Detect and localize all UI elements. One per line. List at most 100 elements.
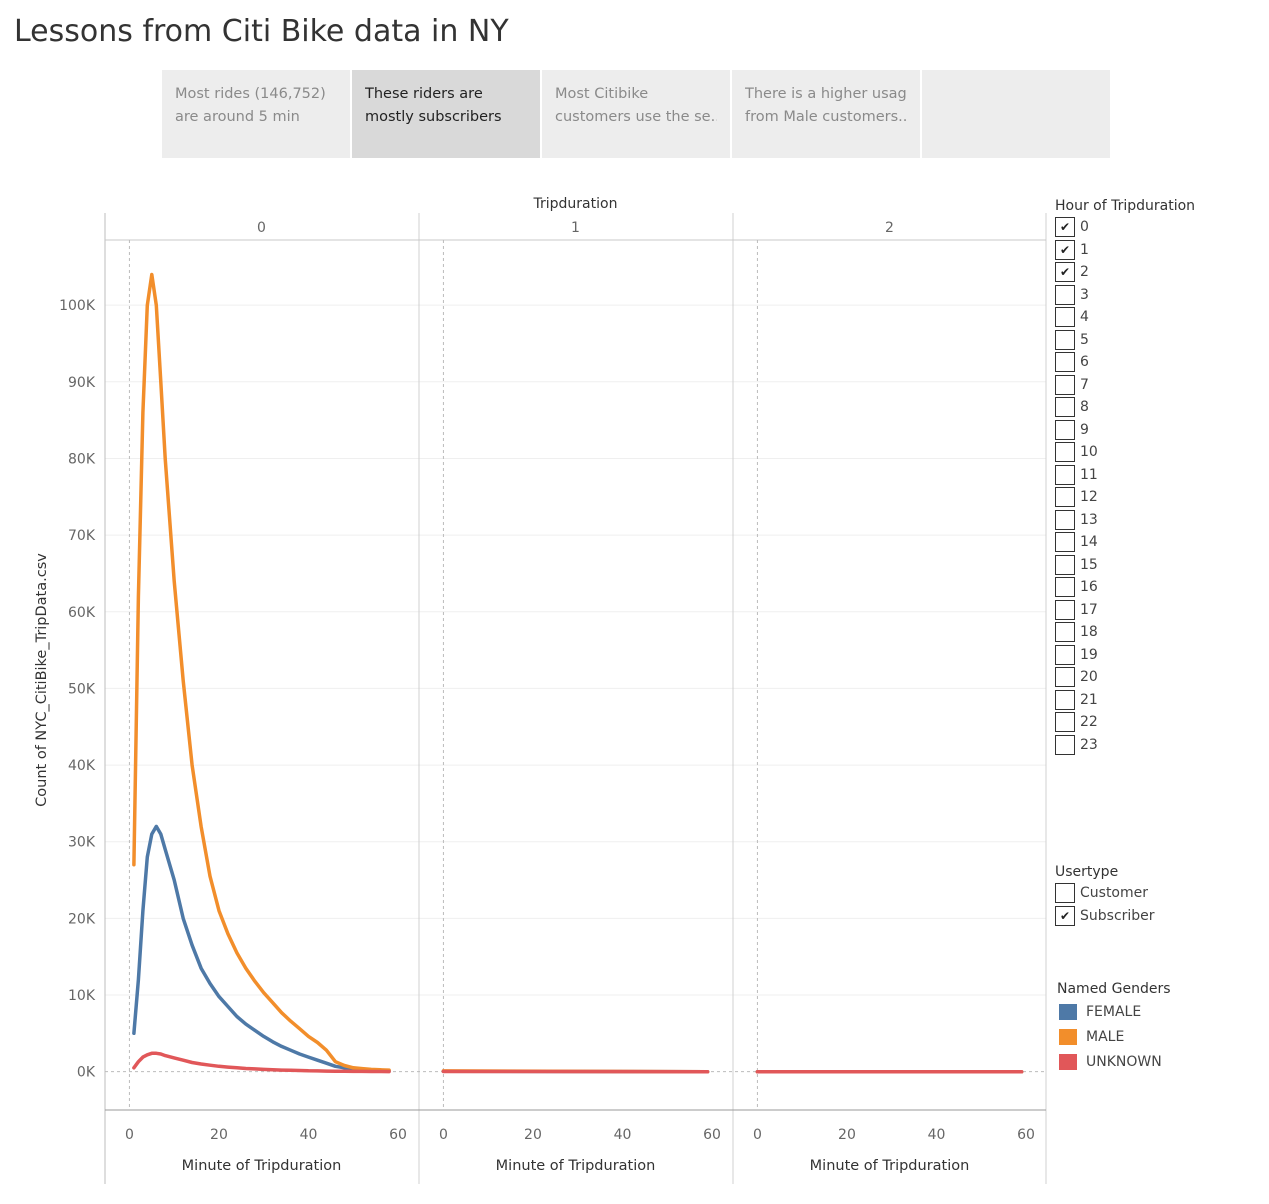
hour-option[interactable]: 9 bbox=[1055, 419, 1195, 442]
hour-option[interactable]: 22 bbox=[1055, 711, 1195, 734]
panel-header: 0 bbox=[257, 220, 266, 236]
hour-label: 0 bbox=[1080, 219, 1089, 236]
story-point-line2: customers use the se.. bbox=[555, 109, 717, 125]
story-point-line2: from Male customers.. bbox=[745, 109, 907, 125]
hour-checkbox[interactable]: ✔ bbox=[1055, 217, 1075, 238]
y-tick-label: 10K bbox=[68, 988, 96, 1004]
usertype-option[interactable]: Customer bbox=[1055, 882, 1155, 905]
hour-option[interactable]: 7 bbox=[1055, 374, 1195, 397]
story-point-5[interactable] bbox=[922, 70, 1110, 158]
hour-checkbox[interactable] bbox=[1055, 622, 1075, 643]
hour-label: 16 bbox=[1080, 579, 1098, 596]
hour-label: 11 bbox=[1080, 466, 1098, 483]
legend-label: UNKNOWN bbox=[1086, 1053, 1162, 1070]
hour-label: 10 bbox=[1080, 444, 1098, 461]
hour-checkbox[interactable] bbox=[1055, 532, 1075, 553]
check-icon: ✔ bbox=[1059, 908, 1071, 923]
y-tick-label: 70K bbox=[68, 528, 96, 544]
x-tick-label: 40 bbox=[614, 1127, 632, 1143]
legend-item-unknown[interactable]: UNKNOWN bbox=[1057, 1049, 1171, 1074]
story-point-2[interactable]: These riders are mostly subscribers bbox=[352, 70, 540, 158]
x-axis-label: Minute of Tripduration bbox=[182, 1158, 342, 1174]
hour-label: 18 bbox=[1080, 624, 1098, 641]
hour-checkbox[interactable] bbox=[1055, 284, 1075, 305]
hour-checkbox[interactable] bbox=[1055, 577, 1075, 598]
hour-option[interactable]: 6 bbox=[1055, 351, 1195, 374]
y-tick-label: 30K bbox=[68, 835, 96, 851]
hour-checkbox[interactable] bbox=[1055, 712, 1075, 733]
gender-legend-title: Named Genders bbox=[1057, 981, 1171, 997]
hour-option[interactable]: 15 bbox=[1055, 554, 1195, 577]
gender-legend: Named Genders FEMALE MALE UNKNOWN bbox=[1057, 981, 1171, 1074]
hour-option[interactable]: 8 bbox=[1055, 396, 1195, 419]
hour-option[interactable]: ✔ 2 bbox=[1055, 261, 1195, 284]
hour-option[interactable]: 10 bbox=[1055, 441, 1195, 464]
panel-header: 1 bbox=[571, 220, 580, 236]
hour-checkbox[interactable] bbox=[1055, 487, 1075, 508]
hour-option[interactable]: 16 bbox=[1055, 576, 1195, 599]
legend-item-male[interactable]: MALE bbox=[1057, 1024, 1171, 1049]
hour-checkbox[interactable] bbox=[1055, 509, 1075, 530]
hour-label: 7 bbox=[1080, 376, 1089, 393]
hour-checkbox[interactable] bbox=[1055, 397, 1075, 418]
x-tick-label: 0 bbox=[125, 1127, 134, 1143]
hour-checkbox[interactable]: ✔ bbox=[1055, 262, 1075, 283]
hour-option[interactable]: 11 bbox=[1055, 464, 1195, 487]
check-icon: ✔ bbox=[1059, 265, 1071, 280]
hour-checkbox[interactable] bbox=[1055, 329, 1075, 350]
hour-option[interactable]: 14 bbox=[1055, 531, 1195, 554]
hour-option[interactable]: 3 bbox=[1055, 284, 1195, 307]
hour-checkbox[interactable] bbox=[1055, 554, 1075, 575]
usertype-checkbox[interactable] bbox=[1055, 883, 1075, 904]
hour-checkbox[interactable] bbox=[1055, 464, 1075, 485]
hour-option[interactable]: 21 bbox=[1055, 689, 1195, 712]
story-point-1[interactable]: Most rides (146,752) are around 5 min bbox=[162, 70, 350, 158]
hour-option[interactable]: 19 bbox=[1055, 644, 1195, 667]
story-point-line2: are around 5 min bbox=[175, 109, 300, 125]
legend-item-female[interactable]: FEMALE bbox=[1057, 999, 1171, 1024]
x-tick-label: 20 bbox=[524, 1127, 542, 1143]
story-point-4[interactable]: There is a higher usage from Male custome… bbox=[732, 70, 920, 158]
panel-header: 2 bbox=[885, 220, 894, 236]
hour-option[interactable]: 18 bbox=[1055, 621, 1195, 644]
hour-checkbox[interactable] bbox=[1055, 419, 1075, 440]
check-icon: ✔ bbox=[1059, 242, 1071, 257]
hour-option[interactable]: 20 bbox=[1055, 666, 1195, 689]
y-tick-label: 0K bbox=[77, 1065, 96, 1081]
hour-option[interactable]: 5 bbox=[1055, 329, 1195, 352]
hour-option[interactable]: 12 bbox=[1055, 486, 1195, 509]
story-point-line1: These riders are bbox=[365, 86, 483, 102]
legend-label: FEMALE bbox=[1086, 1003, 1142, 1020]
y-axis-label: Count of NYC_CitiBike_TripData.csv bbox=[34, 553, 50, 807]
hour-checkbox[interactable] bbox=[1055, 352, 1075, 373]
hour-label: 21 bbox=[1080, 691, 1098, 708]
story-point-3[interactable]: Most Citibike customers use the se.. bbox=[542, 70, 730, 158]
hour-option[interactable]: ✔ 1 bbox=[1055, 239, 1195, 262]
hour-option[interactable]: ✔ 0 bbox=[1055, 216, 1195, 239]
story-navigator: Most rides (146,752) are around 5 min Thes… bbox=[162, 70, 1110, 158]
x-tick-label: 20 bbox=[838, 1127, 856, 1143]
hour-checkbox[interactable] bbox=[1055, 442, 1075, 463]
hour-checkbox[interactable] bbox=[1055, 307, 1075, 328]
hour-checkbox[interactable]: ✔ bbox=[1055, 239, 1075, 260]
hour-checkbox[interactable] bbox=[1055, 599, 1075, 620]
usertype-option[interactable]: ✔ Subscriber bbox=[1055, 905, 1155, 928]
usertype-label: Subscriber bbox=[1080, 907, 1155, 924]
hour-label: 17 bbox=[1080, 601, 1098, 618]
usertype-filter-title: Usertype bbox=[1055, 864, 1119, 880]
hour-option[interactable]: 4 bbox=[1055, 306, 1195, 329]
usertype-checkbox[interactable]: ✔ bbox=[1055, 905, 1075, 926]
hour-option[interactable]: 13 bbox=[1055, 509, 1195, 532]
hour-label: 6 bbox=[1080, 354, 1089, 371]
hour-checkbox[interactable] bbox=[1055, 667, 1075, 688]
hour-checkbox[interactable] bbox=[1055, 644, 1075, 665]
hour-checkbox[interactable] bbox=[1055, 734, 1075, 755]
story-point-line2: mostly subscribers bbox=[365, 109, 502, 125]
hour-label: 12 bbox=[1080, 489, 1098, 506]
hour-option[interactable]: 17 bbox=[1055, 599, 1195, 622]
hour-option[interactable]: 23 bbox=[1055, 734, 1195, 757]
hour-label: 2 bbox=[1080, 264, 1089, 281]
hour-checkbox[interactable] bbox=[1055, 374, 1075, 395]
hour-checkbox[interactable] bbox=[1055, 689, 1075, 710]
